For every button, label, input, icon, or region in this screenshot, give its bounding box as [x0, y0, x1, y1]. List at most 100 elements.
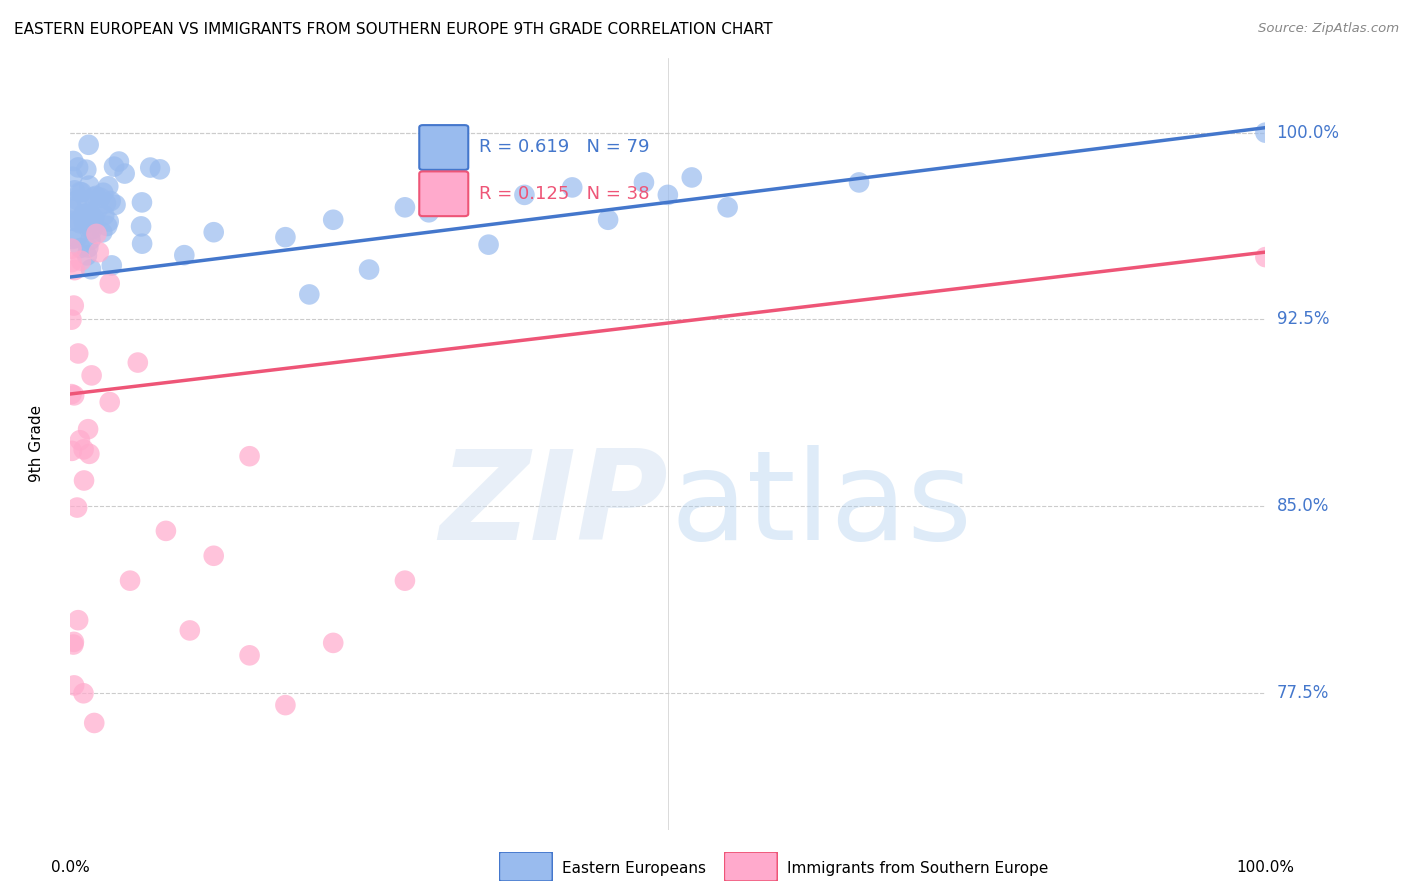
Point [274, 698, 297, 712]
Point [97, 179, 120, 194]
Point [149, 162, 172, 177]
Point [478, 237, 501, 252]
Point [75, 215, 97, 229]
Point [75, 162, 97, 177]
Point [72, 442, 94, 457]
Point [598, 212, 620, 227]
Point [84, 189, 107, 203]
Point [104, 198, 127, 212]
Point [79, 223, 101, 237]
Point [657, 187, 679, 202]
Point [394, 574, 416, 588]
Text: EASTERN EUROPEAN VS IMMIGRANTS FROM SOUTHERN EUROPE 9TH GRADE CORRELATION CHART: EASTERN EUROPEAN VS IMMIGRANTS FROM SOUT… [14, 22, 773, 37]
Point [87, 202, 110, 216]
FancyBboxPatch shape [419, 125, 468, 169]
Point [69, 185, 91, 199]
Point [72, 686, 94, 700]
Point [66, 214, 89, 228]
Text: 0.0%: 0.0% [51, 860, 90, 875]
Point [86, 227, 108, 241]
Point [239, 648, 262, 663]
Point [73, 214, 96, 228]
Point [108, 154, 131, 169]
Point [73, 474, 96, 488]
Point [848, 176, 870, 190]
Point [322, 212, 344, 227]
Point [77, 241, 100, 255]
Point [418, 205, 440, 219]
Point [93, 208, 115, 222]
Point [60, 232, 83, 246]
Point [82, 211, 104, 225]
Point [60, 312, 83, 326]
Point [60, 213, 83, 227]
Text: ZIP: ZIP [439, 445, 668, 566]
Point [63, 678, 86, 692]
Point [633, 176, 655, 190]
Point [1254, 250, 1277, 264]
FancyBboxPatch shape [419, 171, 468, 216]
Point [67, 161, 90, 175]
Point [77, 178, 100, 193]
Point [173, 248, 195, 262]
Point [127, 355, 149, 369]
Point [60, 242, 83, 256]
Point [322, 636, 344, 650]
Point [91, 186, 114, 200]
Point [82, 190, 104, 204]
Point [96, 219, 118, 233]
Point [67, 346, 90, 360]
Point [89, 191, 111, 205]
Point [73, 207, 96, 221]
Point [73, 211, 96, 226]
Point [63, 183, 86, 197]
Point [129, 219, 152, 234]
Point [77, 422, 100, 436]
Point [62, 299, 84, 313]
Text: 100.0%: 100.0% [1236, 860, 1295, 875]
Point [82, 222, 104, 236]
Point [80, 262, 103, 277]
Point [63, 263, 86, 277]
Point [60, 201, 83, 215]
Point [97, 214, 120, 228]
Point [79, 447, 101, 461]
Point [83, 716, 105, 731]
Point [69, 434, 91, 448]
Point [66, 193, 89, 207]
Point [63, 635, 86, 649]
Point [62, 202, 84, 217]
Point [60, 387, 83, 401]
Point [72, 208, 94, 222]
Point [441, 195, 464, 210]
Point [82, 214, 104, 228]
Point [114, 167, 136, 181]
Point [79, 233, 101, 247]
Point [274, 230, 297, 244]
FancyBboxPatch shape [499, 852, 553, 881]
Text: atlas: atlas [671, 445, 973, 566]
Text: Eastern Europeans: Eastern Europeans [562, 862, 706, 876]
Point [120, 574, 141, 588]
Point [60, 443, 83, 458]
Text: Source: ZipAtlas.com: Source: ZipAtlas.com [1258, 22, 1399, 36]
Text: R = 0.125   N = 38: R = 0.125 N = 38 [479, 185, 650, 202]
Point [62, 153, 84, 168]
Point [103, 160, 125, 174]
Point [394, 200, 416, 214]
Text: 100.0%: 100.0% [1277, 124, 1340, 142]
Text: 92.5%: 92.5% [1277, 310, 1329, 328]
Point [359, 262, 381, 277]
Point [717, 200, 740, 214]
Point [66, 500, 89, 515]
Point [139, 161, 162, 175]
Point [76, 194, 98, 208]
Point [76, 209, 98, 223]
Point [65, 231, 87, 245]
Text: Immigrants from Southern Europe: Immigrants from Southern Europe [787, 862, 1049, 876]
Point [70, 253, 93, 268]
Point [561, 180, 583, 194]
Point [69, 241, 91, 255]
Point [131, 236, 153, 251]
Point [100, 194, 122, 208]
